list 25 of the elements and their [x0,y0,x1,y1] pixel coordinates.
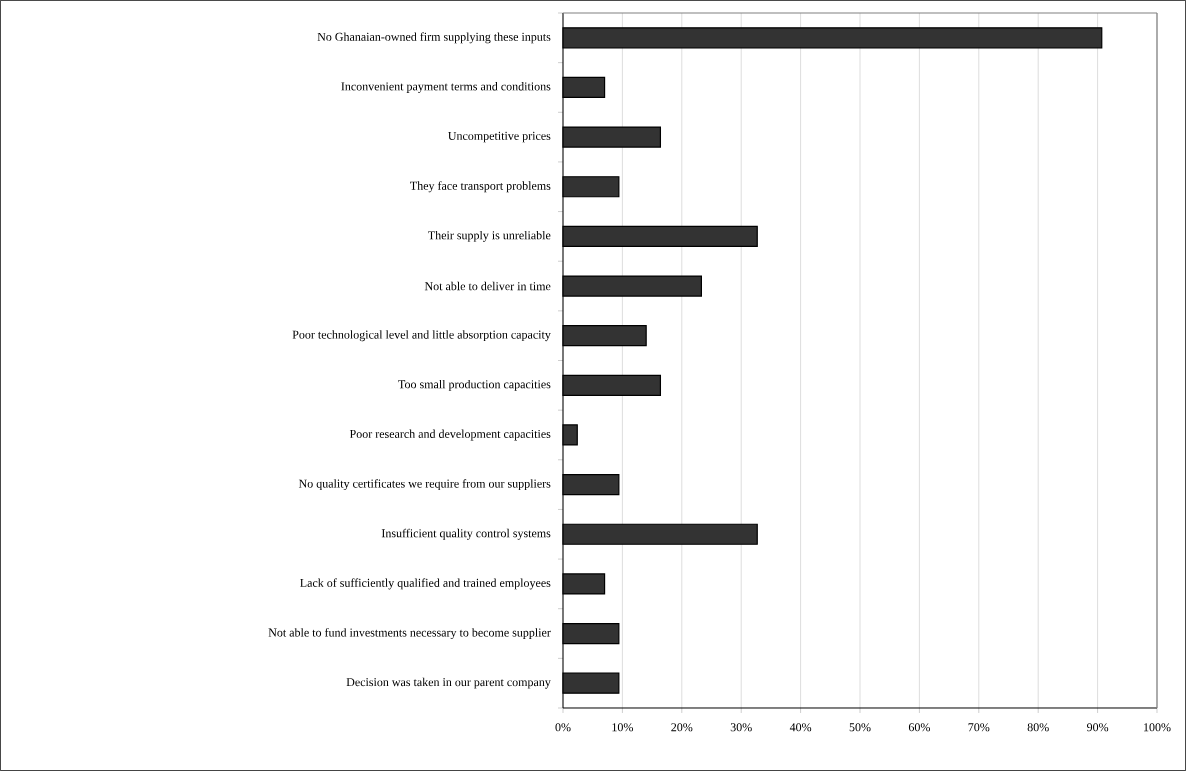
x-tick-label: 30% [730,723,752,732]
y-tick-label: They face transport problems [410,181,551,193]
y-tick-label: Their supply is unreliable [428,230,551,242]
y-tick-label: No Ghanaian-owned firm supplying these inputs [317,32,551,44]
x-tick-label: 0% [555,723,571,732]
x-tick-label: 100% [1144,723,1171,732]
y-tick-label: Uncompetitive prices [448,131,551,143]
x-tick-label: 60% [908,723,930,732]
x-tick-label: 50% [849,723,871,732]
x-tick-label: 80% [1027,723,1049,732]
y-tick-label: Lack of sufficiently qualified and trained employees [300,578,551,590]
y-tick-label: Insufficient quality control systems [381,528,551,540]
y-tick-label: No quality certificates we require from our suppliers [298,479,551,491]
x-tick-label: 90% [1086,723,1109,732]
x-tick-label: 20% [671,723,693,732]
y-tick-label: Too small production capacities [398,379,551,391]
x-tick-label: 70% [968,723,990,732]
y-tick-label: Decision was taken in our parent company [346,677,551,689]
y-tick-label: Poor research and development capacities [349,429,551,441]
x-tick-label: 40% [789,723,812,732]
y-tick-label: Not able to deliver in time [424,281,551,291]
y-tick-label: Inconvenient payment terms and conditions [341,82,551,93]
y-tick-label: Poor technological level and little absorption capacity [292,330,551,342]
y-tick-label: Not able to fund investments necessary to become supplier [268,628,551,640]
x-tick-label: 10% [612,723,633,732]
